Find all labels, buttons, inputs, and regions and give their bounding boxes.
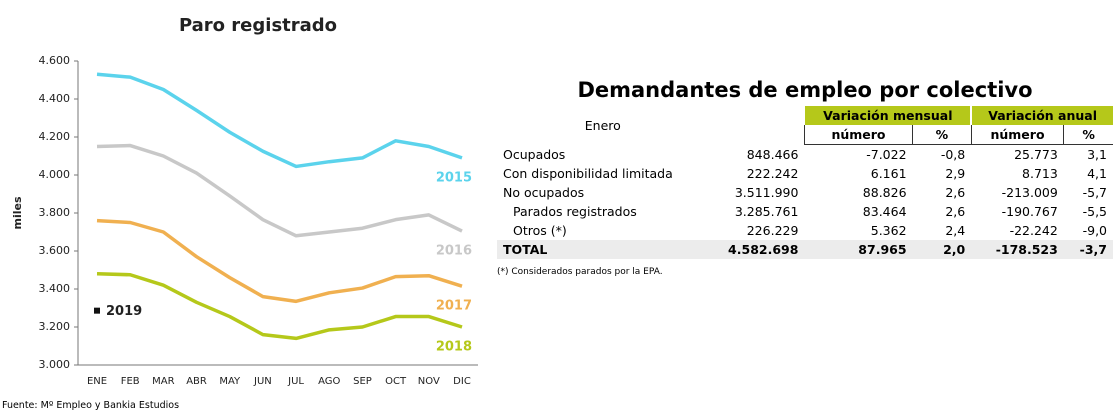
y-tick-label: 4.400 bbox=[39, 92, 71, 105]
cell: 6.161 bbox=[870, 166, 907, 181]
corner: Enero bbox=[584, 117, 621, 133]
cell: 2,0 bbox=[912, 240, 972, 259]
chart: Paro registrado miles 3.000 3.200 3.400 3.6… bbox=[11, 15, 478, 387]
cell: -9,0 bbox=[1082, 223, 1107, 238]
row-label: Otros (*) bbox=[513, 223, 567, 238]
cell: -213.009 bbox=[1001, 185, 1058, 200]
column-header: número bbox=[970, 125, 1064, 145]
series-label: 2019 bbox=[106, 304, 142, 319]
row-label: Con disponibilidad limitada bbox=[503, 166, 673, 181]
cell: 2,4 bbox=[945, 223, 966, 238]
cell: 4,1 bbox=[1087, 166, 1107, 181]
cell: -0,8 bbox=[940, 147, 966, 162]
y-tick-label: 4.000 bbox=[39, 168, 71, 181]
x-tick-label: NOV bbox=[418, 376, 440, 387]
cell: 848.466 bbox=[746, 146, 799, 162]
row-label: TOTAL bbox=[497, 240, 709, 259]
x-tick-label: MAY bbox=[219, 376, 241, 387]
cell: 3,1 bbox=[1087, 147, 1107, 162]
x-tick-label: ABR bbox=[186, 376, 207, 387]
cell: 3.285.761 bbox=[734, 204, 799, 219]
y-tick-label: 3.400 bbox=[39, 282, 71, 295]
series-label: 2016 bbox=[436, 244, 472, 259]
row: TOTAL 4.582.698 87.965 2,0 -178.523 -3,7 bbox=[497, 240, 1113, 259]
table-panel: Demandantes de empleo por colectivo Ener… bbox=[497, 78, 1113, 277]
x-tick-label: AGO bbox=[318, 376, 340, 387]
line bbox=[96, 218, 463, 304]
cell: 2,6 bbox=[945, 204, 966, 219]
x-tick-label: MAR bbox=[152, 376, 174, 387]
group-header: Variación anual bbox=[970, 106, 1113, 125]
line bbox=[96, 143, 463, 238]
group-header: Variación mensual bbox=[803, 106, 972, 125]
y-axis-label: miles bbox=[11, 196, 24, 229]
cell: 87.965 bbox=[804, 240, 913, 259]
cell: -5,7 bbox=[1082, 185, 1107, 200]
x-tick-label: SEP bbox=[353, 376, 372, 387]
row: No ocupados 3.511.990 88.826 2,6 -213.009 -5,… bbox=[497, 183, 1113, 202]
cell: 25.773 bbox=[1014, 147, 1058, 162]
cell: -7.022 bbox=[866, 147, 907, 162]
cell: 2,9 bbox=[945, 166, 966, 181]
cell: 3.511.990 bbox=[734, 185, 799, 200]
row: Parados registrados 3.285.761 83.464 2,6 -19… bbox=[497, 202, 1113, 221]
y-tick-label: 4.600 bbox=[39, 54, 71, 67]
x-tick-label: JUN bbox=[253, 376, 272, 387]
row-label: Ocupados bbox=[503, 146, 566, 162]
x-tick-label: ENE bbox=[87, 376, 107, 387]
x-tick-label: OCT bbox=[385, 376, 407, 387]
table: Enero Variación mensual Variación anual … bbox=[497, 106, 1113, 259]
cell: 4.582.698 bbox=[708, 240, 805, 259]
x-tick-label: FEB bbox=[121, 376, 140, 387]
column-header: número bbox=[803, 125, 913, 145]
cell: -178.523 bbox=[971, 240, 1064, 259]
series-label: 2018 bbox=[436, 340, 472, 355]
row: Con disponibilidad limitada 222.242 6.161 2… bbox=[497, 164, 1113, 183]
line bbox=[96, 272, 463, 341]
footnote: (*) Considerados parados por la EPA. bbox=[497, 267, 663, 277]
cell: -22.242 bbox=[1009, 223, 1058, 238]
cell: -190.767 bbox=[1001, 204, 1058, 219]
source: Fuente: Mº Empleo y Bankia Estudios bbox=[2, 400, 180, 411]
y-tick-label: 4.200 bbox=[39, 130, 71, 143]
series-label: 2017 bbox=[436, 299, 472, 314]
cell: 2,6 bbox=[945, 185, 966, 200]
y-tick-label: 3.600 bbox=[39, 244, 71, 257]
column-header: % bbox=[1063, 125, 1113, 145]
cell: -5,5 bbox=[1082, 204, 1107, 219]
cell: 8.713 bbox=[1022, 166, 1058, 181]
cell: 222.242 bbox=[746, 166, 799, 181]
cell: -3,7 bbox=[1063, 240, 1113, 259]
chart-title: Paro registrado bbox=[179, 15, 337, 36]
point bbox=[94, 307, 100, 314]
row-label: Parados registrados bbox=[513, 204, 637, 219]
row: Ocupados 848.466 -7.022 -0,8 25.773 3,1 bbox=[497, 145, 1113, 165]
cell: 83.464 bbox=[862, 204, 907, 219]
y-tick-label: 3.000 bbox=[39, 358, 71, 371]
cell: 226.229 bbox=[746, 223, 799, 238]
x-tick-label: DIC bbox=[453, 376, 471, 387]
line bbox=[96, 72, 463, 169]
y-tick-label: 3.200 bbox=[39, 320, 71, 333]
column-header: % bbox=[912, 125, 972, 145]
y-tick-label: 3.800 bbox=[39, 206, 71, 219]
x-tick-label: JUL bbox=[287, 376, 304, 387]
cell: 5.362 bbox=[870, 223, 907, 238]
row-label: No ocupados bbox=[503, 185, 585, 200]
row: Otros (*) 226.229 5.362 2,4 -22.242 -9,0 bbox=[497, 221, 1113, 240]
series-label: 2015 bbox=[436, 170, 472, 185]
table-title: Demandantes de empleo por colectivo bbox=[577, 78, 1033, 102]
cell: 88.826 bbox=[862, 185, 907, 200]
